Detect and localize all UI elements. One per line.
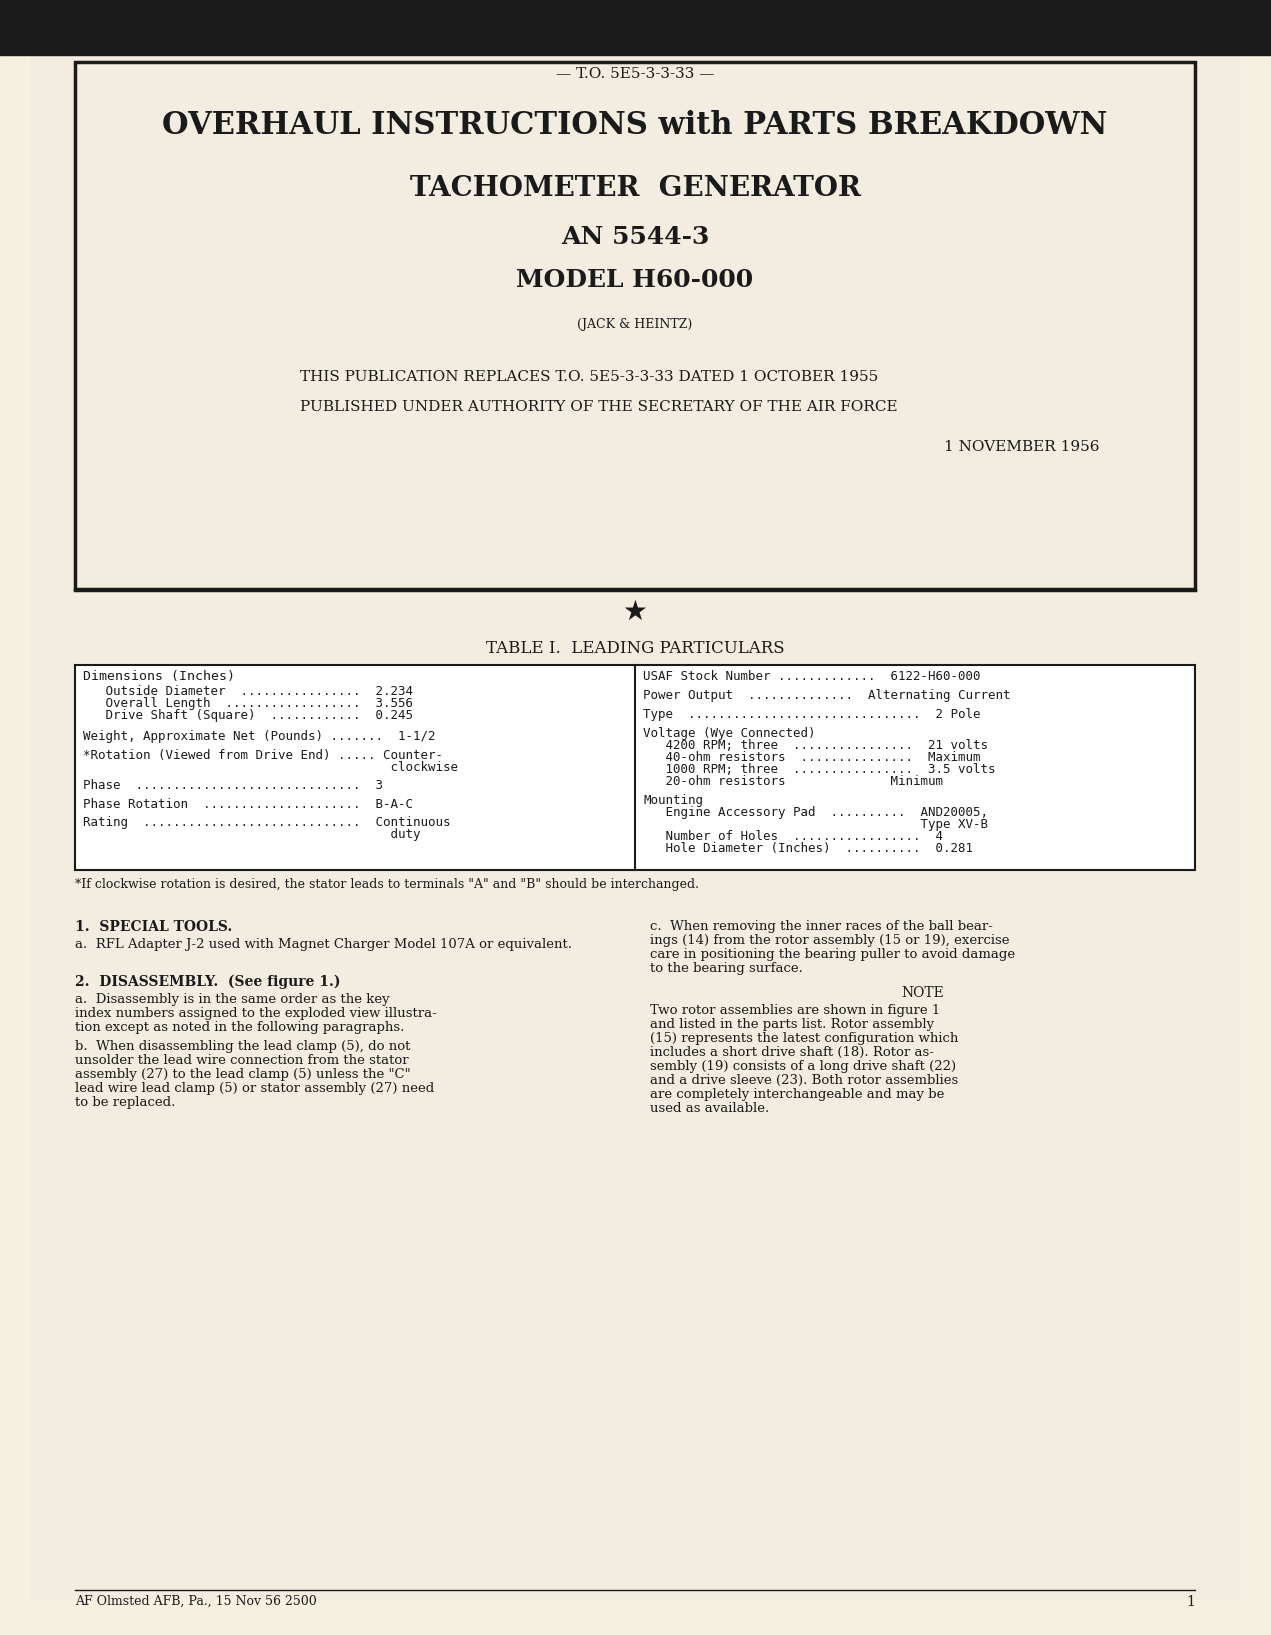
Text: Drive Shaft (Square)  ............  0.245: Drive Shaft (Square) ............ 0.245 — [83, 710, 413, 723]
Text: and listed in the parts list. Rotor assembly: and listed in the parts list. Rotor asse… — [649, 1019, 934, 1032]
Text: *Rotation (Viewed from Drive End) ..... Counter-: *Rotation (Viewed from Drive End) ..... … — [83, 749, 444, 762]
Text: Weight, Approximate Net (Pounds) .......  1-1/2: Weight, Approximate Net (Pounds) .......… — [83, 729, 436, 742]
Text: ings (14) from the rotor assembly (15 or 19), exercise: ings (14) from the rotor assembly (15 or… — [649, 934, 1009, 947]
Text: to be replaced.: to be replaced. — [75, 1095, 175, 1109]
Text: (JACK & HEINTZ): (JACK & HEINTZ) — [577, 317, 693, 330]
Text: 40-ohm resistors  ...............  Maximum: 40-ohm resistors ............... Maximum — [643, 750, 980, 764]
Text: duty: duty — [83, 827, 421, 840]
Text: are completely interchangeable and may be: are completely interchangeable and may b… — [649, 1087, 944, 1100]
Text: includes a short drive shaft (18). Rotor as-: includes a short drive shaft (18). Rotor… — [649, 1046, 934, 1059]
Text: index numbers assigned to the exploded view illustra-: index numbers assigned to the exploded v… — [75, 1007, 437, 1020]
Text: Dimensions (Inches): Dimensions (Inches) — [83, 670, 235, 683]
Text: 1.  SPECIAL TOOLS.: 1. SPECIAL TOOLS. — [75, 921, 233, 934]
Text: Phase  ..............................  3: Phase .............................. 3 — [83, 778, 383, 791]
Text: Rating  .............................  Continuous: Rating ............................. Con… — [83, 816, 450, 829]
Text: 4200 RPM; three  ................  21 volts: 4200 RPM; three ................ 21 volt… — [643, 739, 988, 752]
Text: a.  Disassembly is in the same order as the key: a. Disassembly is in the same order as t… — [75, 992, 390, 1006]
Text: Voltage (Wye Connected): Voltage (Wye Connected) — [643, 728, 816, 741]
Text: 20-ohm resistors              Minimum: 20-ohm resistors Minimum — [643, 775, 943, 788]
Text: MODEL H60-000: MODEL H60-000 — [516, 268, 754, 293]
Text: NOTE: NOTE — [901, 986, 944, 1001]
Text: TACHOMETER  GENERATOR: TACHOMETER GENERATOR — [409, 175, 860, 203]
Text: OVERHAUL INSTRUCTIONS with PARTS BREAKDOWN: OVERHAUL INSTRUCTIONS with PARTS BREAKDO… — [163, 110, 1108, 141]
Text: used as available.: used as available. — [649, 1102, 769, 1115]
Text: 1 NOVEMBER 1956: 1 NOVEMBER 1956 — [944, 440, 1099, 455]
Text: c.  When removing the inner races of the ball bear-: c. When removing the inner races of the … — [649, 921, 993, 934]
Text: USAF Stock Number .............  6122-H60-000: USAF Stock Number ............. 6122-H60… — [643, 670, 980, 683]
Text: tion except as noted in the following paragraphs.: tion except as noted in the following pa… — [75, 1020, 404, 1033]
FancyBboxPatch shape — [75, 665, 1195, 870]
Text: care in positioning the bearing puller to avoid damage: care in positioning the bearing puller t… — [649, 948, 1016, 961]
Text: — T.O. 5E5-3-3-33 —: — T.O. 5E5-3-3-33 — — [555, 67, 714, 82]
Text: unsolder the lead wire connection from the stator: unsolder the lead wire connection from t… — [75, 1055, 408, 1068]
Text: Number of Holes  .................  4: Number of Holes ................. 4 — [643, 831, 943, 844]
Text: Mounting: Mounting — [643, 795, 703, 808]
Text: and a drive sleeve (23). Both rotor assemblies: and a drive sleeve (23). Both rotor asse… — [649, 1074, 958, 1087]
Text: b.  When disassembling the lead clamp (5), do not: b. When disassembling the lead clamp (5)… — [75, 1040, 411, 1053]
Text: Phase Rotation  .....................  B-A-C: Phase Rotation ..................... B-A… — [83, 798, 413, 811]
Text: *If clockwise rotation is desired, the stator leads to terminals "A" and "B" sho: *If clockwise rotation is desired, the s… — [75, 878, 699, 891]
Text: THIS PUBLICATION REPLACES T.O. 5E5-3-3-33 DATED 1 OCTOBER 1955: THIS PUBLICATION REPLACES T.O. 5E5-3-3-3… — [300, 370, 878, 384]
Text: 1: 1 — [1186, 1596, 1195, 1609]
Text: ★: ★ — [623, 598, 647, 626]
Text: Power Output  ..............  Alternating Current: Power Output .............. Alternating … — [643, 688, 1010, 701]
Text: Type XV-B: Type XV-B — [643, 818, 988, 831]
Text: (15) represents the latest configuration which: (15) represents the latest configuration… — [649, 1032, 958, 1045]
Text: AN 5544-3: AN 5544-3 — [561, 226, 709, 249]
Text: to the bearing surface.: to the bearing surface. — [649, 961, 803, 974]
Text: Overall Length  ..................  3.556: Overall Length .................. 3.556 — [83, 697, 413, 710]
Text: Engine Accessory Pad  ..........  AND20005,: Engine Accessory Pad .......... AND20005… — [643, 806, 988, 819]
Text: AF Olmsted AFB, Pa., 15 Nov 56 2500: AF Olmsted AFB, Pa., 15 Nov 56 2500 — [75, 1596, 316, 1607]
Text: sembly (19) consists of a long drive shaft (22): sembly (19) consists of a long drive sha… — [649, 1059, 956, 1073]
Text: a.  RFL Adapter J-2 used with Magnet Charger Model 107A or equivalent.: a. RFL Adapter J-2 used with Magnet Char… — [75, 938, 572, 952]
Text: PUBLISHED UNDER AUTHORITY OF THE SECRETARY OF THE AIR FORCE: PUBLISHED UNDER AUTHORITY OF THE SECRETA… — [300, 401, 897, 414]
Text: Two rotor assemblies are shown in figure 1: Two rotor assemblies are shown in figure… — [649, 1004, 941, 1017]
Text: TABLE I.  LEADING PARTICULARS: TABLE I. LEADING PARTICULARS — [486, 639, 784, 657]
Text: 2.  DISASSEMBLY.  (See figure 1.): 2. DISASSEMBLY. (See figure 1.) — [75, 974, 341, 989]
Text: clockwise: clockwise — [83, 760, 458, 773]
Text: assembly (27) to the lead clamp (5) unless the "C": assembly (27) to the lead clamp (5) unle… — [75, 1068, 411, 1081]
FancyBboxPatch shape — [31, 56, 1240, 1601]
Text: Outside Diameter  ................  2.234: Outside Diameter ................ 2.234 — [83, 685, 413, 698]
Text: lead wire lead clamp (5) or stator assembly (27) need: lead wire lead clamp (5) or stator assem… — [75, 1082, 435, 1095]
Text: Type  ...............................  2 Pole: Type ............................... 2 P… — [643, 708, 980, 721]
Text: Hole Diameter (Inches)  ..........  0.281: Hole Diameter (Inches) .......... 0.281 — [643, 842, 974, 855]
Text: 1000 RPM; three  ................  3.5 volts: 1000 RPM; three ................ 3.5 vol… — [643, 764, 995, 777]
